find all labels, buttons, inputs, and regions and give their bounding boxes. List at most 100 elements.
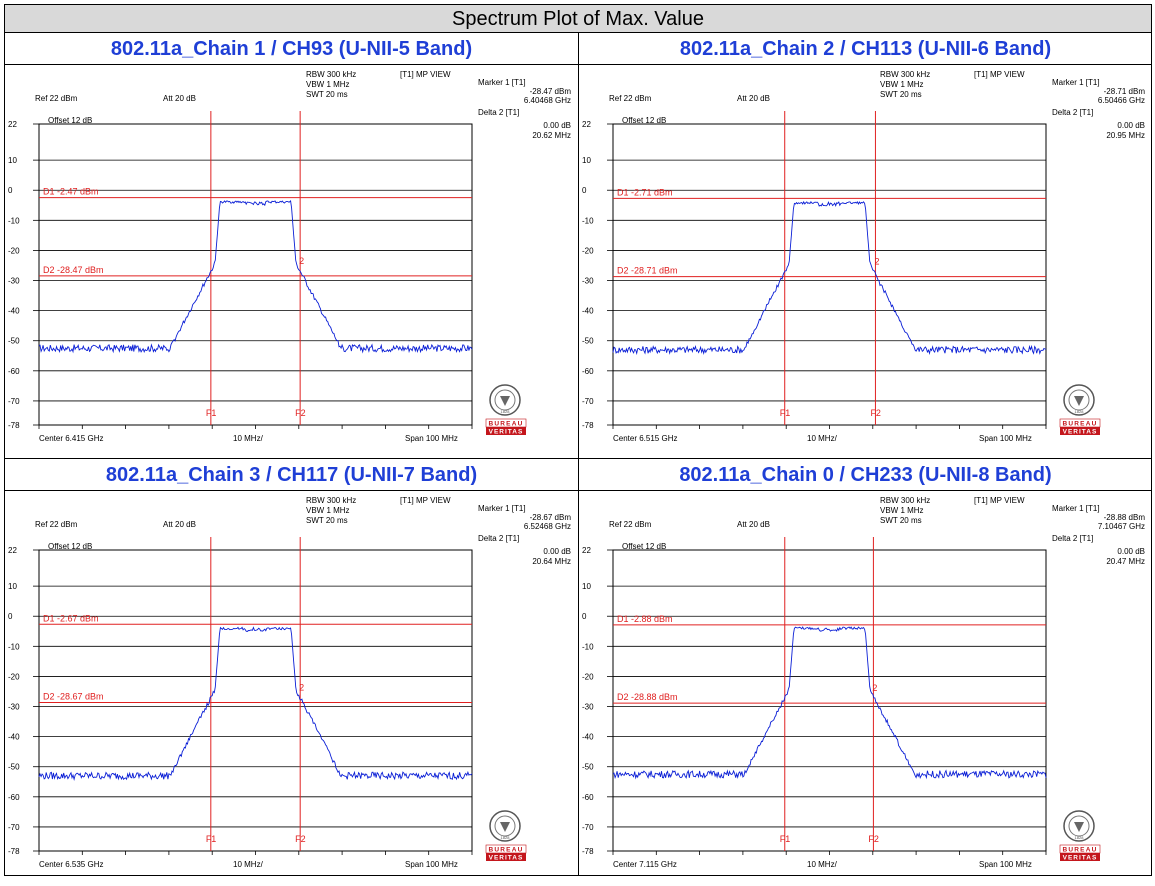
y-tick-label: -30: [8, 703, 20, 712]
y-tick-label: 0: [582, 186, 587, 195]
rbw-label: RBW 300 kHz: [880, 70, 930, 79]
f2-label: F2: [870, 408, 881, 418]
plot-heading: 802.11a_Chain 0 / CH233 (U-NII-8 Band): [579, 459, 1152, 491]
marker1-freq: 7.10467 GHz: [1098, 522, 1145, 531]
y-tick-label: -30: [582, 703, 594, 712]
logo-bottom-bar: [1060, 427, 1100, 435]
division-label: 10 MHz/: [807, 434, 838, 443]
y-tick-label: -30: [8, 277, 20, 286]
logo-year: 1828: [501, 835, 511, 840]
y-tick-label: 22: [8, 546, 17, 555]
plot-frame: [38, 123, 473, 426]
marker1-label: Marker 1 [T1]: [478, 78, 526, 87]
y-tick-label: 10: [8, 582, 17, 591]
ref-level-label: Ref 22 dBm: [609, 520, 652, 529]
swt-label: SWT 20 ms: [880, 516, 922, 525]
rbw-label: RBW 300 kHz: [880, 496, 930, 505]
y-tick-label: -50: [582, 763, 594, 772]
view-label: [T1] MP VIEW: [974, 496, 1025, 505]
y-tick-label: -20: [8, 672, 20, 681]
f1-label: F1: [780, 834, 791, 844]
attenuation-label: Att 20 dB: [737, 520, 770, 529]
d2-label: D2 -28.67 dBm: [43, 692, 104, 702]
d2-label: D2 -28.71 dBm: [617, 266, 678, 276]
logo-text-top: BUREAU: [488, 847, 523, 854]
y-tick-label: 22: [8, 120, 17, 129]
logo-text-top: BUREAU: [488, 421, 523, 428]
y-tick-label: -50: [8, 763, 20, 772]
attenuation-label: Att 20 dB: [163, 94, 196, 103]
vbw-label: VBW 1 MHz: [880, 80, 924, 89]
y-tick-label: 10: [582, 582, 591, 591]
y-tick-label: -20: [582, 672, 594, 681]
delta2-level: 0.00 dB: [543, 121, 571, 130]
division-label: 10 MHz/: [233, 434, 264, 443]
f1-label: F1: [206, 834, 217, 844]
marker1-freq: 6.50466 GHz: [1098, 96, 1145, 105]
y-tick-label: 0: [8, 186, 13, 195]
d2-label: D2 -28.47 dBm: [43, 265, 104, 275]
f2-label: F2: [295, 408, 306, 418]
y-tick-label: -20: [582, 246, 594, 255]
swt-label: SWT 20 ms: [306, 90, 348, 99]
marker1-level: -28.88 dBm: [1104, 513, 1146, 522]
y-tick-label: -10: [8, 642, 20, 651]
ref-level-label: Ref 22 dBm: [609, 94, 652, 103]
logo-year: 1828: [1075, 409, 1085, 414]
y-tick-label: -20: [8, 246, 20, 255]
y-tick-label: -10: [582, 642, 594, 651]
plot-frame: [38, 549, 473, 852]
d1-label: D1 -2.88 dBm: [617, 614, 673, 624]
logo-text-bottom: VERITAS: [1063, 429, 1098, 436]
span-label: Span 100 MHz: [405, 434, 458, 443]
y-tick-label: 22: [582, 546, 591, 555]
offset-label: Offset 12 dB: [48, 116, 92, 125]
vbw-label: VBW 1 MHz: [306, 80, 350, 89]
f2-label: F2: [295, 834, 306, 844]
view-label: [T1] MP VIEW: [400, 70, 451, 79]
marker-2-label: 2: [299, 683, 304, 693]
offset-label: Offset 12 dB: [622, 116, 666, 125]
marker1-level: -28.71 dBm: [1104, 87, 1146, 96]
ref-level-label: Ref 22 dBm: [35, 94, 78, 103]
y-tick-label: -78: [8, 847, 20, 856]
delta2-level: 0.00 dB: [1117, 547, 1145, 556]
spectrum-trace: [38, 199, 473, 354]
delta2-label: Delta 2 [T1]: [478, 534, 519, 543]
rbw-label: RBW 300 kHz: [306, 496, 356, 505]
report-table: Spectrum Plot of Max. Value 802.11a_Chai…: [4, 4, 1152, 876]
marker-2-label: 2: [872, 683, 877, 693]
marker1-freq: 6.52468 GHz: [524, 522, 571, 531]
y-tick-label: -60: [582, 793, 594, 802]
marker1-label: Marker 1 [T1]: [1052, 504, 1100, 513]
division-label: 10 MHz/: [807, 860, 838, 869]
y-tick-label: -40: [582, 733, 594, 742]
span-label: Span 100 MHz: [405, 860, 458, 869]
center-frequency-label: Center 6.515 GHz: [613, 434, 677, 443]
y-tick-label: -70: [8, 823, 20, 832]
delta2-freq: 20.95 MHz: [1106, 131, 1145, 140]
plot-frame: [612, 549, 1047, 852]
marker-2-label: 2: [874, 257, 879, 267]
center-frequency-label: Center 6.415 GHz: [39, 434, 103, 443]
plot-heading: 802.11a_Chain 2 / CH113 (U-NII-6 Band): [579, 33, 1152, 65]
logo-text-bottom: VERITAS: [489, 855, 524, 862]
view-label: [T1] MP VIEW: [974, 70, 1025, 79]
logo-year: 1828: [501, 409, 511, 414]
y-tick-label: 0: [582, 612, 587, 621]
y-tick-label: -60: [582, 367, 594, 376]
spectrum-trace: [612, 626, 1047, 780]
delta2-label: Delta 2 [T1]: [1052, 108, 1093, 117]
logo-emblem-icon: [1074, 396, 1084, 406]
attenuation-label: Att 20 dB: [163, 520, 196, 529]
y-tick-label: -78: [8, 421, 20, 430]
ref-level-label: Ref 22 dBm: [35, 520, 78, 529]
delta2-freq: 20.62 MHz: [532, 131, 571, 140]
f1-label: F1: [780, 408, 791, 418]
plot-frame: [612, 123, 1047, 426]
logo-text-bottom: VERITAS: [1063, 855, 1098, 862]
